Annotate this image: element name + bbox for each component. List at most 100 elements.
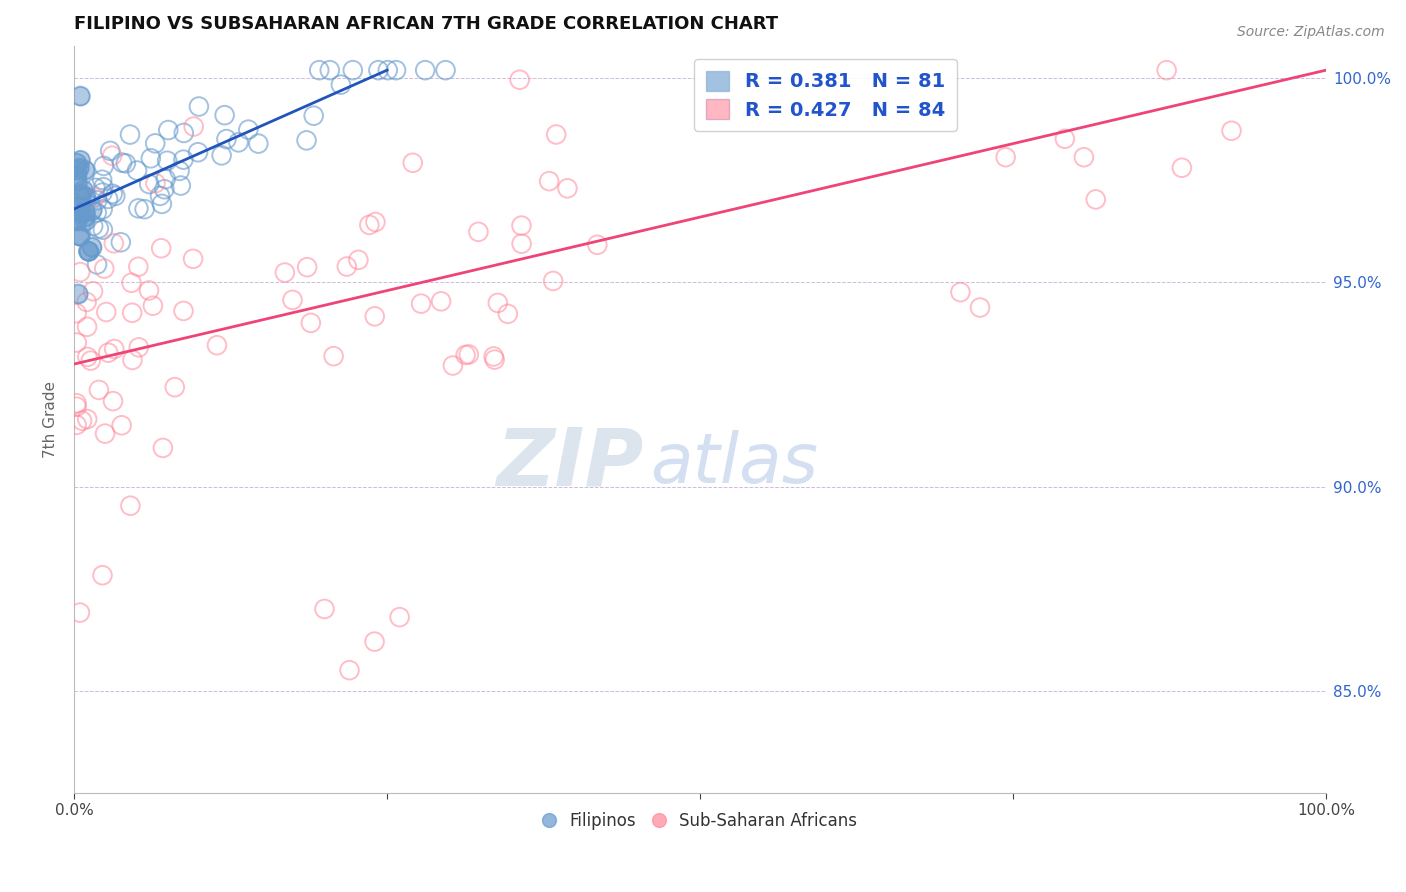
Point xyxy=(69,606,91,620)
Point xyxy=(295,133,318,147)
Point xyxy=(65,417,87,432)
Point xyxy=(163,380,186,394)
Point xyxy=(76,319,98,334)
Point xyxy=(128,340,150,354)
Point xyxy=(181,252,204,266)
Point xyxy=(228,136,250,150)
Point xyxy=(139,151,162,165)
Point xyxy=(73,163,96,178)
Point xyxy=(76,350,98,364)
Point xyxy=(91,223,114,237)
Point xyxy=(121,306,143,320)
Point xyxy=(72,183,94,197)
Point xyxy=(101,186,124,201)
Point xyxy=(93,261,115,276)
Text: ZIP: ZIP xyxy=(496,425,644,503)
Point xyxy=(143,136,166,151)
Point xyxy=(969,301,991,315)
Point xyxy=(1171,161,1194,175)
Point xyxy=(149,189,172,203)
Point xyxy=(67,228,90,243)
Point xyxy=(342,63,364,78)
Point xyxy=(363,634,385,648)
Point xyxy=(97,345,120,359)
Point xyxy=(66,335,89,350)
Point xyxy=(67,199,90,213)
Point xyxy=(127,202,149,216)
Point xyxy=(510,219,533,233)
Point xyxy=(65,163,87,178)
Point xyxy=(77,244,100,259)
Point xyxy=(155,172,177,186)
Point xyxy=(156,153,179,168)
Point xyxy=(388,610,411,624)
Point xyxy=(65,163,87,178)
Point xyxy=(111,418,134,433)
Point xyxy=(949,285,972,300)
Point xyxy=(65,396,87,410)
Point xyxy=(302,109,325,123)
Point xyxy=(75,189,97,203)
Point xyxy=(65,213,87,227)
Point xyxy=(125,163,148,178)
Point xyxy=(65,173,87,187)
Point xyxy=(70,205,93,219)
Point xyxy=(1220,124,1243,138)
Point xyxy=(134,202,156,217)
Point xyxy=(69,229,91,244)
Point xyxy=(65,156,87,170)
Point xyxy=(76,412,98,426)
Point xyxy=(339,663,361,677)
Point xyxy=(77,244,100,259)
Point xyxy=(75,205,97,219)
Point xyxy=(173,304,195,318)
Text: atlas: atlas xyxy=(650,431,818,498)
Point xyxy=(103,236,125,251)
Point xyxy=(65,173,87,187)
Point xyxy=(65,156,87,170)
Point xyxy=(496,307,519,321)
Point xyxy=(152,441,174,455)
Point xyxy=(170,178,193,193)
Point xyxy=(66,212,89,227)
Point xyxy=(67,286,90,301)
Point xyxy=(484,352,506,367)
Point xyxy=(91,568,114,582)
Point xyxy=(67,199,90,213)
Point xyxy=(1084,193,1107,207)
Point xyxy=(97,192,120,206)
Text: Source: ZipAtlas.com: Source: ZipAtlas.com xyxy=(1237,25,1385,39)
Point xyxy=(183,120,205,134)
Point xyxy=(69,89,91,103)
Point xyxy=(67,228,90,243)
Point xyxy=(586,237,609,252)
Point xyxy=(482,350,505,364)
Point xyxy=(454,348,477,362)
Point xyxy=(70,414,93,428)
Point xyxy=(76,294,98,309)
Point xyxy=(367,63,389,78)
Point xyxy=(69,265,91,279)
Point xyxy=(70,187,93,202)
Point xyxy=(69,229,91,244)
Point xyxy=(153,182,176,196)
Point xyxy=(1053,132,1076,146)
Point xyxy=(347,252,370,267)
Point xyxy=(70,205,93,219)
Point xyxy=(169,164,191,178)
Point xyxy=(80,353,103,368)
Point xyxy=(145,176,167,190)
Point xyxy=(247,136,270,151)
Point xyxy=(120,499,142,513)
Point xyxy=(114,156,136,170)
Point xyxy=(101,394,124,409)
Point xyxy=(509,72,531,87)
Point xyxy=(75,210,97,224)
Point xyxy=(86,194,108,208)
Point xyxy=(70,187,93,202)
Point xyxy=(281,293,304,307)
Point xyxy=(211,148,233,162)
Point xyxy=(72,183,94,197)
Point xyxy=(413,63,436,78)
Point xyxy=(142,299,165,313)
